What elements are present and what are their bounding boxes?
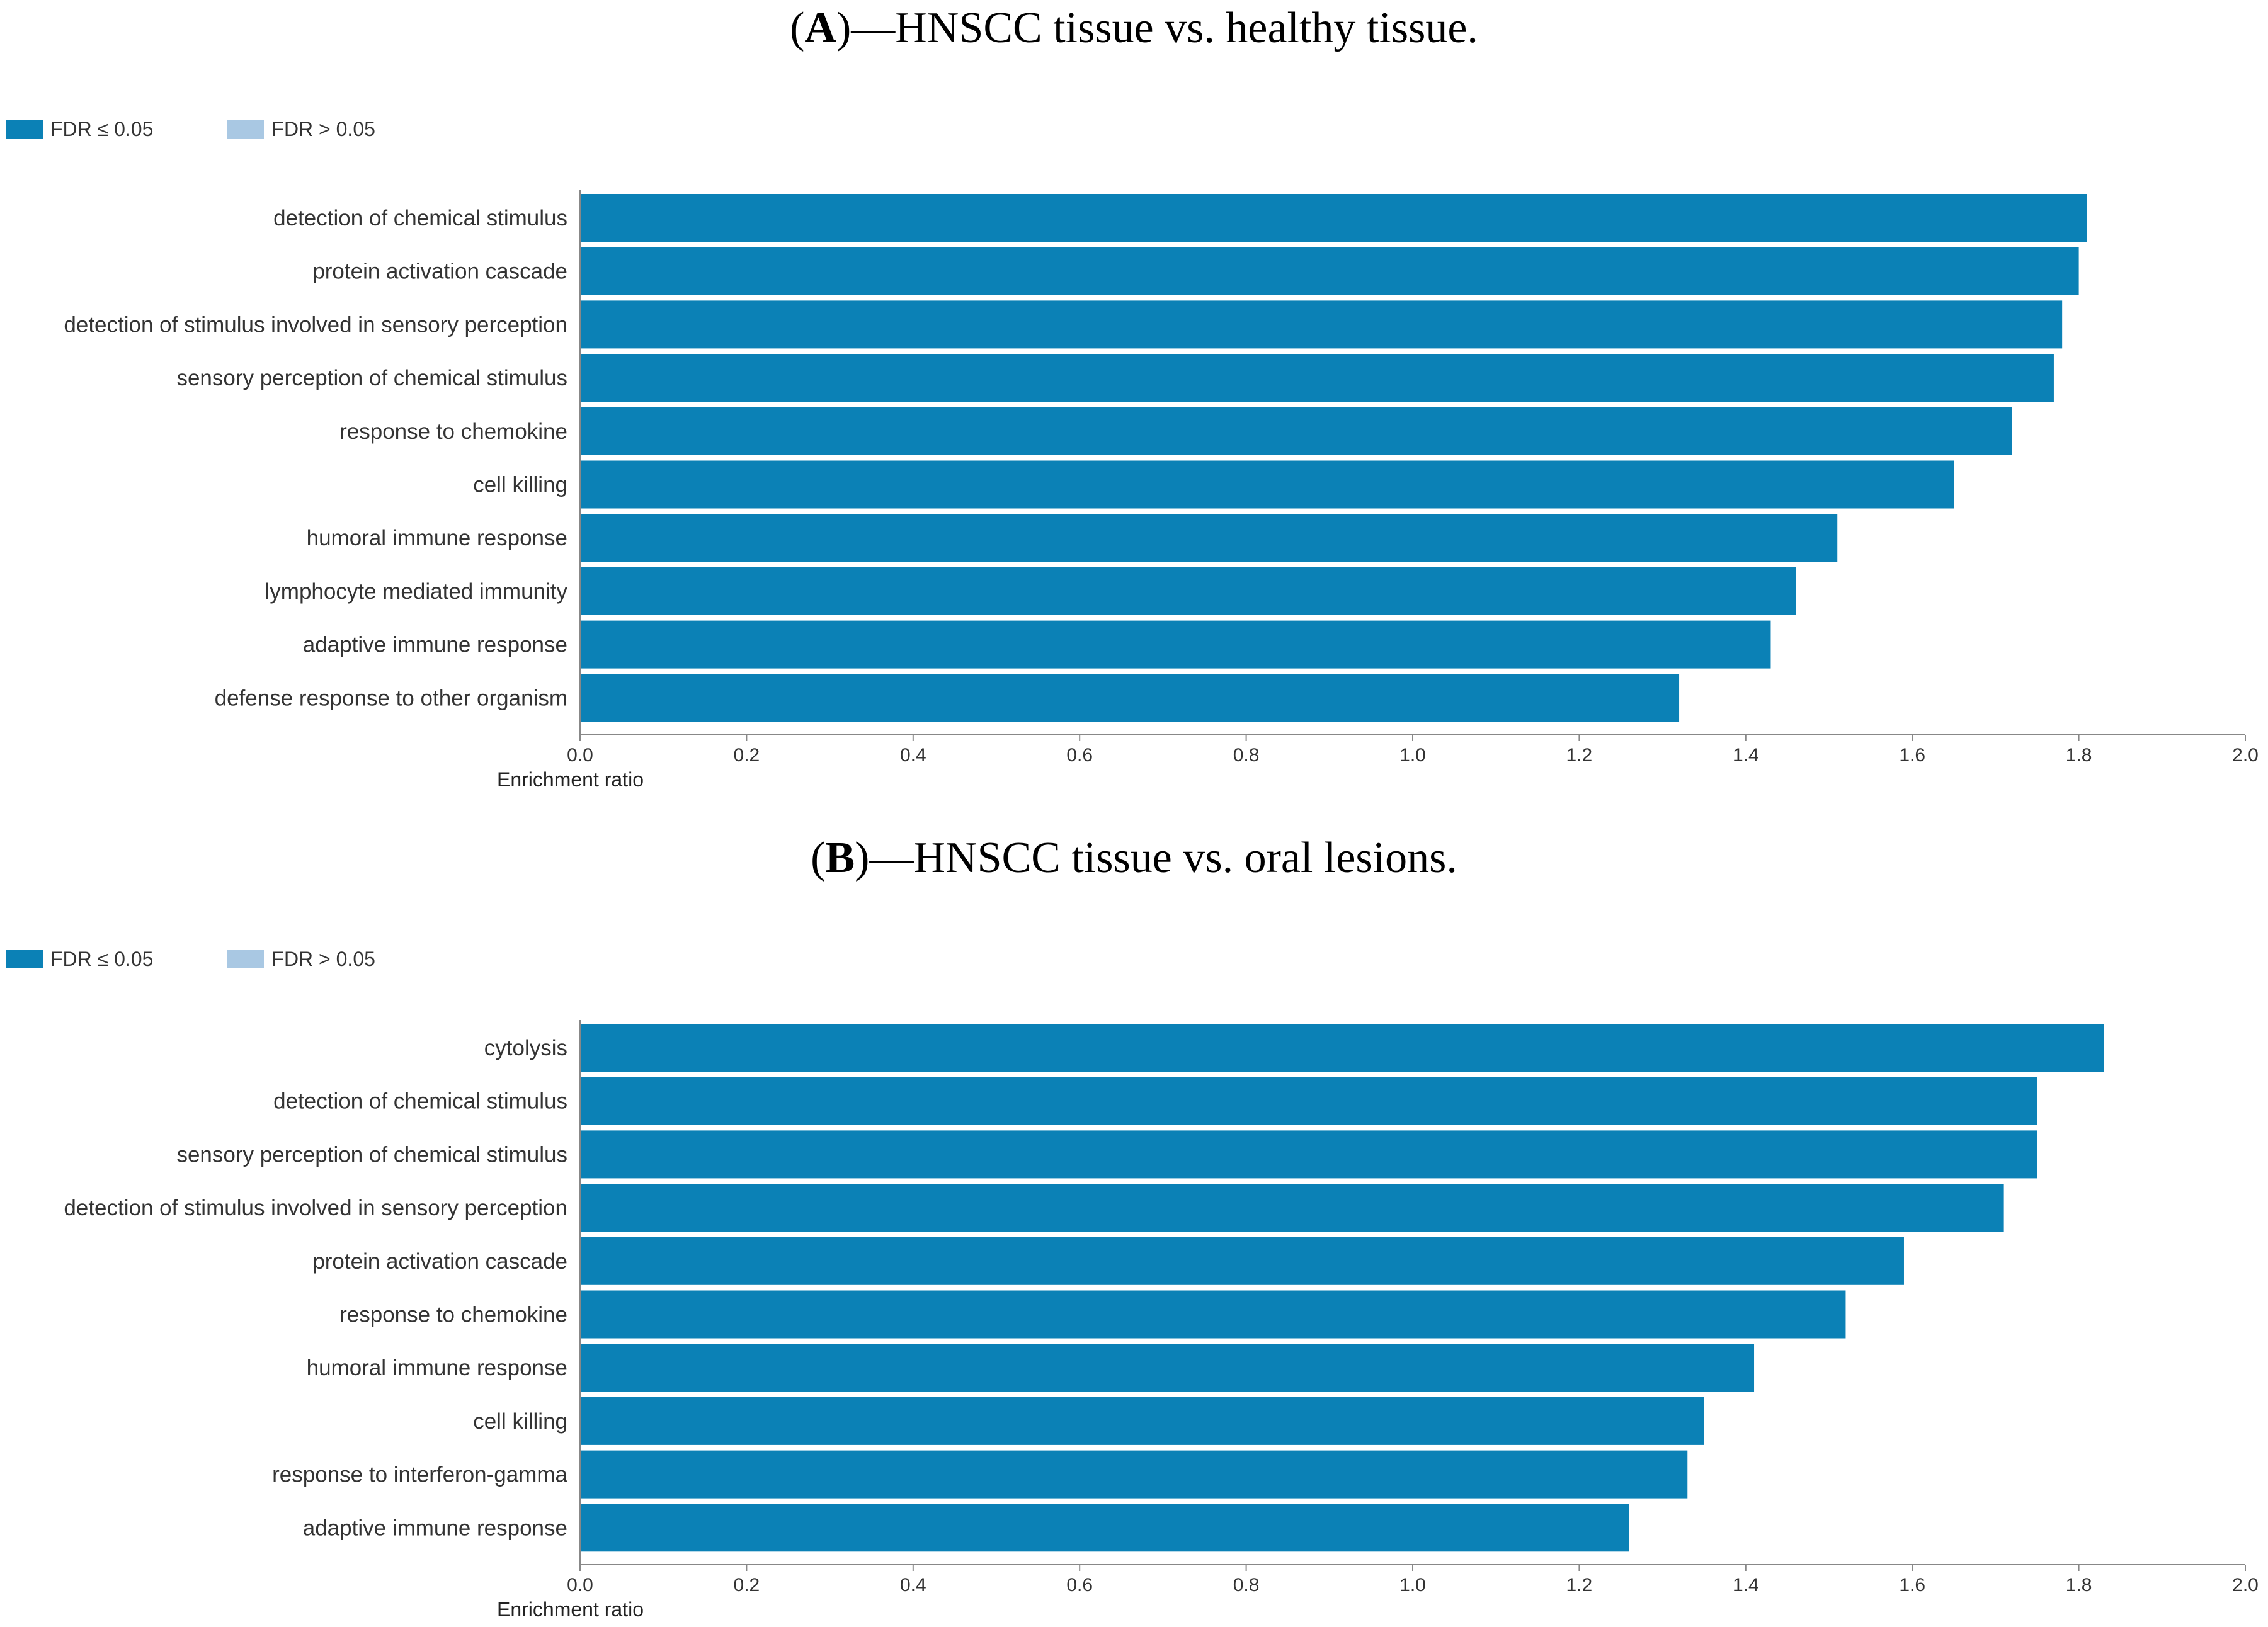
x-tick-label: 1.2 <box>1566 1575 1593 1596</box>
category-label: cell killing <box>473 473 567 497</box>
bar-chart-b: cytolysis detection of chemical stimulus s… <box>64 1020 2259 1621</box>
x-axis-title: Enrichment ratio <box>497 1598 644 1621</box>
x-tick-label: 1.0 <box>1399 745 1426 766</box>
x-tick-label: 1.6 <box>1899 1575 1925 1596</box>
bar <box>581 620 1771 669</box>
bar-chart-a: detection of chemical stimulus protein ac… <box>64 190 2259 791</box>
legend-swatch-significant <box>6 950 43 968</box>
panel-title-a: (A)—HNSCC tissue vs. healthy tissue. <box>790 4 1478 52</box>
x-tick-label: 0.2 <box>734 745 760 766</box>
category-label: detection of chemical stimulus <box>273 206 567 230</box>
category-label: response to chemokine <box>339 419 567 444</box>
x-tick-label: 1.2 <box>1566 745 1593 766</box>
category-label: protein activation cascade <box>312 259 567 284</box>
x-tick-label: 1.4 <box>1733 745 1759 766</box>
chart-panel-b: (B)—HNSCC tissue vs. oral lesions. FDR ≤… <box>0 830 2268 1627</box>
x-tick-label: 0.4 <box>900 1575 926 1596</box>
panel-title-text-b: —HNSCC tissue vs. oral lesions. <box>869 834 1457 882</box>
bar <box>581 1024 2104 1072</box>
x-tick-label: 0.6 <box>1066 1575 1093 1596</box>
x-tick-label: 0.0 <box>567 1575 593 1596</box>
category-label: detection of stimulus involved in sensor… <box>64 312 567 337</box>
x-tick-label: 1.0 <box>1399 1575 1426 1596</box>
legend-label-nonsignificant: FDR > 0.05 <box>271 117 375 140</box>
x-tick-label: 0.8 <box>1233 1575 1260 1596</box>
bar <box>581 1504 1629 1552</box>
bar <box>581 1397 1704 1445</box>
panel-letter-b: B <box>825 834 855 882</box>
bar <box>581 300 2063 349</box>
legend-label-significant: FDR ≤ 0.05 <box>50 117 154 140</box>
bar <box>581 407 2012 455</box>
bar <box>581 674 1680 722</box>
bar <box>581 1450 1688 1499</box>
legend-item-significant: FDR ≤ 0.05 <box>6 118 153 141</box>
x-tick-label: 0.2 <box>734 1575 760 1596</box>
x-axis-title: Enrichment ratio <box>497 768 644 791</box>
x-tick-label: 1.4 <box>1733 1575 1759 1596</box>
category-label: detection of stimulus involved in sensor… <box>64 1196 567 1220</box>
bar <box>581 514 1838 562</box>
category-label: response to chemokine <box>339 1303 567 1327</box>
bar <box>581 354 2054 402</box>
x-tick-label: 0.8 <box>1233 745 1260 766</box>
category-label: adaptive immune response <box>303 633 567 657</box>
category-label: detection of chemical stimulus <box>273 1089 567 1114</box>
legend-swatch-nonsignificant <box>227 950 265 968</box>
category-label: cell killing <box>473 1409 567 1434</box>
legend-swatch-significant <box>6 120 43 139</box>
legend-b: FDR ≤ 0.05 FDR > 0.05 <box>6 946 450 972</box>
bar <box>581 1077 2037 1125</box>
x-tick-label: 0.6 <box>1066 745 1093 766</box>
bar <box>581 1237 1904 1285</box>
panel-letter-a: A <box>804 4 836 52</box>
x-tick-label: 1.6 <box>1899 745 1925 766</box>
legend-item-nonsignificant: FDR > 0.05 <box>227 948 375 971</box>
category-label: defense response to other organism <box>215 686 567 710</box>
x-tick-label: 1.8 <box>2066 1575 2092 1596</box>
x-tick-label: 2.0 <box>2232 745 2259 766</box>
panel-title-b: (B)—HNSCC tissue vs. oral lesions. <box>811 834 1457 882</box>
legend-item-nonsignificant: FDR > 0.05 <box>227 118 375 141</box>
legend-label-nonsignificant: FDR > 0.05 <box>271 947 375 970</box>
category-label: response to interferon-gamma <box>272 1463 567 1487</box>
category-label: cytolysis <box>484 1036 567 1060</box>
legend-label-significant: FDR ≤ 0.05 <box>50 947 154 970</box>
category-label: humoral immune response <box>307 1356 567 1380</box>
category-label: adaptive immune response <box>303 1516 567 1540</box>
bar <box>581 247 2079 295</box>
x-tick-label: 0.4 <box>900 745 926 766</box>
x-tick-label: 2.0 <box>2232 1575 2259 1596</box>
legend-a: FDR ≤ 0.05 FDR > 0.05 <box>6 116 450 142</box>
category-label: sensory perception of chemical stimulus <box>176 366 567 390</box>
bar <box>581 1184 2004 1232</box>
bar <box>581 460 1954 509</box>
category-label: humoral immune response <box>307 526 567 550</box>
bar <box>581 567 1796 615</box>
x-tick-label: 1.8 <box>2066 745 2092 766</box>
bar <box>581 1130 2037 1179</box>
x-tick-label: 0.0 <box>567 745 593 766</box>
category-label: protein activation cascade <box>312 1249 567 1274</box>
bar <box>581 1344 1755 1392</box>
bar <box>581 1290 1846 1339</box>
panel-title-text-a: —HNSCC tissue vs. healthy tissue. <box>851 4 1478 52</box>
chart-panel-a: (A)—HNSCC tissue vs. healthy tissue. FDR… <box>6 4 2259 791</box>
legend-swatch-nonsignificant <box>227 120 265 139</box>
legend-item-significant: FDR ≤ 0.05 <box>6 948 153 971</box>
bar <box>581 194 2087 242</box>
category-label: sensory perception of chemical stimulus <box>176 1142 567 1167</box>
category-label: lymphocyte mediated immunity <box>265 579 568 604</box>
